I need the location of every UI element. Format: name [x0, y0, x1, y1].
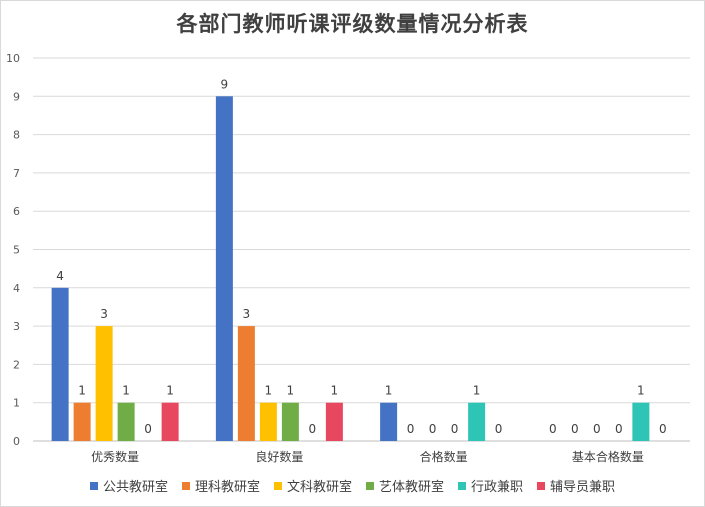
legend-item: 行政兼职 [458, 476, 523, 495]
legend-item: 艺体教研室 [366, 476, 444, 495]
legend-item: 辅导员兼职 [537, 476, 615, 495]
bar [468, 402, 486, 441]
y-tick-label: 2 [13, 358, 20, 371]
legend-item: 公共教研室 [89, 476, 168, 495]
legend-label: 文科教研室 [286, 480, 352, 495]
y-tick-label: 0 [13, 435, 20, 448]
data-label: 0 [144, 422, 152, 436]
category-label: 合格数量 [420, 449, 468, 464]
category-label: 优秀数量 [91, 449, 139, 464]
data-label: 1 [122, 384, 130, 398]
legend-swatch [458, 481, 467, 490]
y-tick-label: 9 [13, 90, 20, 103]
data-label: 0 [309, 422, 317, 436]
legend-item: 文科教研室 [273, 476, 352, 495]
bar [117, 402, 135, 441]
bar [161, 402, 179, 441]
legend: 公共教研室 理科教研室 文科教研室 艺体教研室 行政兼职 辅导员兼职 [0, 476, 705, 495]
data-label: 0 [549, 422, 557, 436]
y-tick-label: 6 [13, 205, 20, 218]
bar [51, 287, 69, 441]
legend-item: 理科教研室 [181, 476, 260, 495]
data-label: 1 [166, 384, 174, 398]
data-label: 0 [429, 422, 437, 436]
data-label: 0 [571, 422, 579, 436]
y-tick-label: 3 [13, 320, 20, 333]
data-label: 0 [407, 422, 415, 436]
bar [380, 402, 398, 441]
bar [95, 326, 113, 441]
bar [259, 402, 277, 441]
y-tick-label: 5 [13, 244, 20, 257]
y-tick-label: 4 [13, 282, 20, 295]
bar [215, 96, 233, 442]
data-label: 0 [495, 422, 503, 436]
data-label: 1 [473, 384, 481, 398]
legend-swatch [181, 481, 190, 490]
data-label: 1 [265, 384, 273, 398]
y-tick-label: 7 [13, 167, 20, 180]
legend-label: 艺体教研室 [379, 480, 445, 495]
legend-label: 理科教研室 [194, 480, 260, 495]
data-label: 3 [243, 307, 251, 321]
data-label: 0 [615, 422, 623, 436]
y-tick-label: 1 [13, 397, 20, 410]
data-label: 0 [593, 422, 601, 436]
data-label: 0 [659, 422, 667, 436]
category-label: 基本合格数量 [572, 449, 644, 464]
data-label: 0 [451, 422, 459, 436]
legend-swatch [273, 481, 282, 490]
chart-title: 各部门教师听课评级数量情况分析表 [176, 12, 529, 36]
legend-swatch [89, 481, 98, 490]
data-label: 9 [221, 77, 229, 91]
category-label: 良好数量 [255, 449, 303, 464]
legend-label: 公共教研室 [102, 480, 168, 495]
data-label: 4 [56, 269, 64, 283]
data-label: 1 [385, 384, 393, 398]
data-label: 1 [331, 384, 339, 398]
data-label: 1 [637, 384, 645, 398]
y-tick-label: 10 [6, 52, 20, 65]
bar [237, 326, 255, 441]
data-label: 3 [100, 307, 108, 321]
y-tick-label: 8 [13, 129, 20, 142]
data-label: 1 [287, 384, 295, 398]
bar [73, 402, 91, 441]
legend-swatch [537, 481, 546, 490]
legend-swatch [366, 481, 374, 490]
data-label: 1 [78, 384, 86, 398]
bar [632, 402, 650, 441]
legend-label: 辅导员兼职 [550, 480, 616, 495]
legend-label: 行政兼职 [471, 480, 524, 495]
bar [325, 402, 343, 441]
bar [281, 402, 299, 441]
